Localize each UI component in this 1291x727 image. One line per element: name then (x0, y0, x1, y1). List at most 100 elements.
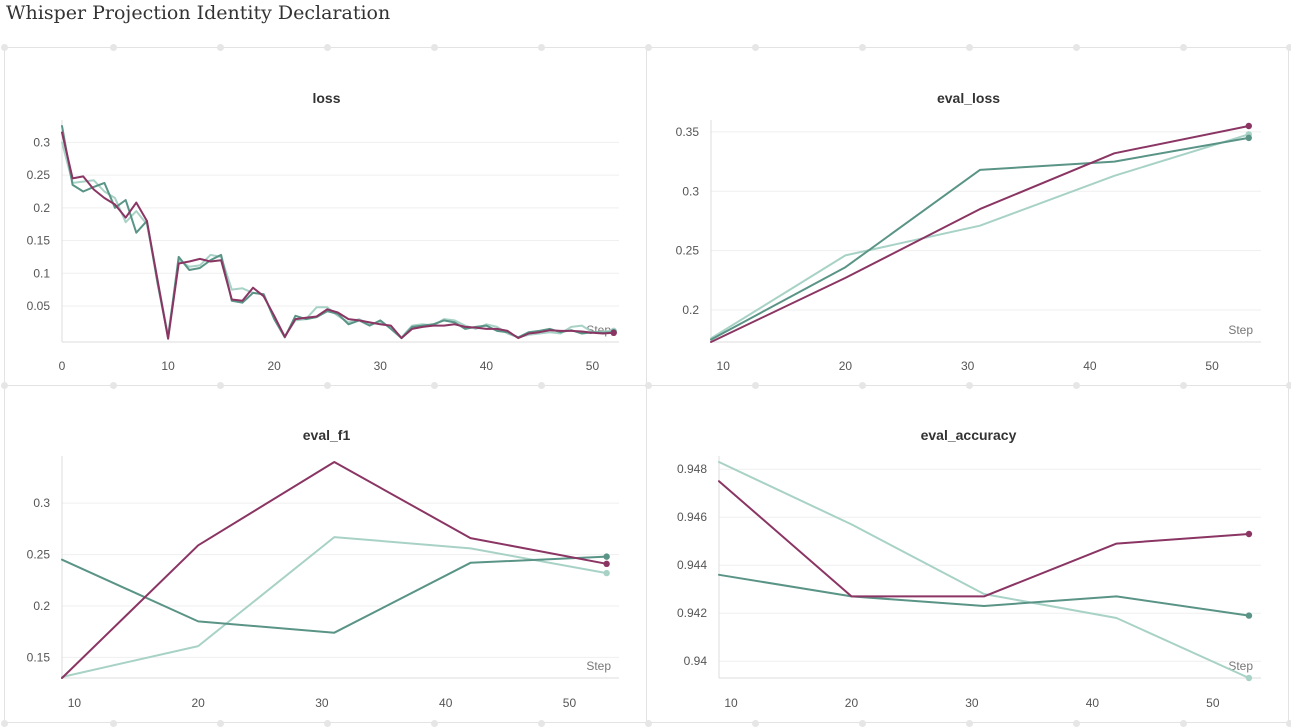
grid-dot (1180, 720, 1187, 727)
x-tick-label: 50 (1205, 359, 1219, 373)
x-tick-label: 10 (68, 696, 82, 710)
x-tick-label: 20 (268, 359, 282, 373)
series-line (61, 141, 615, 339)
series-end-point (603, 560, 610, 568)
y-tick-label: 0.3 (682, 184, 699, 198)
grid-dot (324, 382, 331, 389)
series-line (718, 461, 1250, 679)
series-line (710, 136, 1250, 341)
y-tick-label: 0.3 (33, 496, 50, 510)
grid-dot (645, 720, 652, 727)
y-tick-label: 0.942 (677, 606, 707, 620)
x-tick-label: 40 (1083, 359, 1097, 373)
eval-f1-panel[interactable]: eval_f1 0.15 0.2 0.25 0.3 10 20 30 40 50 Step (4, 385, 647, 723)
y-tick-label: 0.15 (27, 650, 51, 664)
series-end-point (603, 553, 610, 560)
y-tick-label: 0.948 (677, 462, 707, 476)
x-tick-label: 50 (563, 696, 577, 710)
series-end-point (603, 569, 610, 577)
grid-dot (431, 44, 438, 51)
x-tick-label: 20 (191, 696, 205, 710)
grid-dot (110, 44, 117, 51)
grid-dot (859, 720, 866, 727)
series-end-point (1245, 134, 1252, 142)
grid-dot (217, 720, 224, 727)
y-tick-label: 0.1 (33, 266, 50, 280)
y-tick-label: 0.25 (27, 548, 51, 562)
grid-dot (752, 382, 759, 389)
y-tick-label: 0.05 (27, 299, 51, 313)
grid-dot (538, 720, 545, 727)
series-end-point (1245, 674, 1253, 682)
loss-panel[interactable]: loss 0.05 0.1 0.15 0.2 0.25 0.3 0 10 20 30 40 50 Step (4, 47, 647, 386)
x-tick-label: 30 (374, 359, 388, 373)
x-tick-label: 20 (845, 696, 859, 710)
chart-title: eval_accuracy (921, 427, 1017, 443)
grid-dot (217, 44, 224, 51)
series-end-point (610, 329, 617, 337)
chart-svg: eval_f1 0.15 0.2 0.25 0.3 10 20 30 40 50 Step (27, 427, 619, 710)
grid-dot (110, 382, 117, 389)
grid-dot (1180, 44, 1187, 51)
series-line (718, 480, 1250, 598)
x-tick-label: 20 (839, 359, 853, 373)
grid-dot (1073, 720, 1080, 727)
report-title: Whisper Projection Identity Declaration (6, 2, 391, 24)
grid-dot (1073, 382, 1080, 389)
y-tick-label: 0.94 (684, 654, 708, 668)
grid-dot (1, 382, 8, 389)
grid-dot (645, 382, 652, 389)
eval-loss-panel[interactable]: eval_loss 0.2 0.25 0.3 0.35 10 20 30 40 50 Step (646, 47, 1289, 386)
series-line (61, 555, 608, 634)
grid-dot (859, 382, 866, 389)
x-axis-label: Step (586, 659, 611, 673)
grid-dot (966, 720, 973, 727)
grid-dot (1, 720, 8, 727)
x-tick-label: 30 (315, 696, 329, 710)
y-tick-label: 0.15 (27, 234, 51, 248)
series-line (61, 536, 608, 678)
series-line (61, 461, 608, 679)
series-end-point (1245, 122, 1252, 130)
x-tick-label: 50 (586, 359, 600, 373)
y-tick-label: 0.2 (33, 201, 50, 215)
x-axis-label: Step (1228, 323, 1253, 337)
grid-dot (324, 720, 331, 727)
chart-title: loss (312, 90, 340, 106)
grid-dot (1286, 44, 1291, 51)
series-end-point (1245, 612, 1253, 619)
chart-svg: eval_accuracy 0.94 0.942 0.944 0.946 0.948 10 2… (677, 427, 1261, 710)
y-tick-label: 0.2 (682, 303, 699, 317)
x-tick-label: 10 (717, 359, 731, 373)
grid-dot (1180, 382, 1187, 389)
x-axis-label: Step (1228, 659, 1253, 673)
panel-grid: loss 0.05 0.1 0.15 0.2 0.25 0.3 0 10 20 30 40 50 Step… (1, 44, 1291, 727)
grid-dot (110, 720, 117, 727)
y-tick-label: 0.25 (27, 168, 51, 182)
x-tick-label: 0 (59, 359, 66, 373)
y-tick-label: 0.946 (677, 510, 707, 524)
grid-dot (752, 720, 759, 727)
grid-dot (217, 382, 224, 389)
y-tick-label: 0.25 (676, 244, 700, 258)
grid-dot (1, 44, 8, 51)
series-line (61, 131, 615, 340)
grid-dot (538, 382, 545, 389)
grid-dot (1073, 44, 1080, 51)
y-tick-label: 0.35 (676, 125, 700, 139)
grid-dot (1286, 382, 1291, 389)
x-tick-label: 10 (161, 359, 175, 373)
grid-dot (645, 44, 652, 51)
y-tick-label: 0.944 (677, 558, 707, 572)
y-tick-label: 0.2 (33, 599, 50, 613)
grid-dot (324, 44, 331, 51)
grid-dot (859, 44, 866, 51)
grid-dot (752, 44, 759, 51)
x-tick-label: 40 (480, 359, 494, 373)
series-line (710, 133, 1250, 340)
y-tick-label: 0.3 (33, 135, 50, 149)
grid-dot (538, 44, 545, 51)
series-line (718, 573, 1250, 617)
eval-accuracy-panel[interactable]: eval_accuracy 0.94 0.942 0.944 0.946 0.948 10 2… (646, 385, 1289, 723)
grid-dot (966, 382, 973, 389)
